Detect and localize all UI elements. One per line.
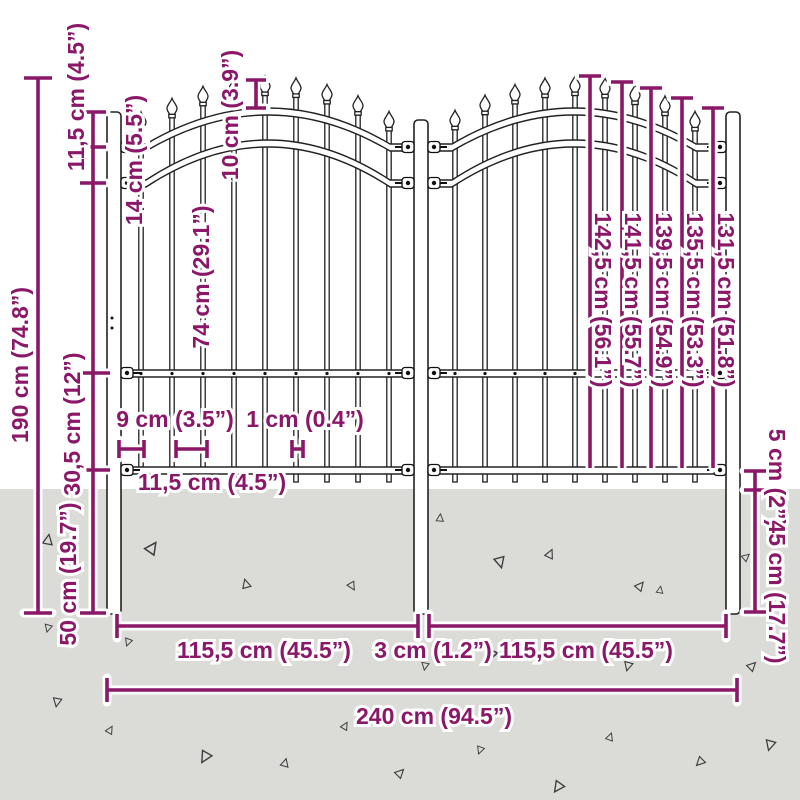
middle-post	[413, 119, 429, 615]
label-post-below-ground-left: 50 cm (19.7”)	[55, 502, 81, 645]
dimension-lines	[24, 74, 766, 702]
label-total-height: 190 cm (74.8”)	[7, 287, 33, 443]
label-post-below-ground-right: 45 cm (17.7”)	[764, 520, 790, 663]
label-rail-inset: 11,5 cm (4.5”)	[138, 469, 286, 495]
label-middle-to-bottom-rail: 30,5 cm (12”)	[59, 352, 85, 495]
dim-line-right-stack	[744, 469, 766, 614]
label-spike-above-rail: 10 cm (3.9”)	[217, 50, 243, 180]
dim-line-total-width	[105, 678, 739, 702]
label-bottom-rail-above-ground: 5 cm (2”)	[764, 429, 790, 527]
dim-line-left-stack	[80, 110, 110, 615]
label-bar-thickness: 1 cm (0.4”)	[246, 406, 364, 432]
label-bar-height-3: 139,5 cm (54.9”)	[651, 212, 677, 387]
dim-line-bar-heights	[579, 74, 724, 468]
label-bar-height-1: 142,5 cm (56.1”)	[590, 212, 616, 387]
label-upper-rail-gap: 14 cm (5.5”)	[121, 95, 147, 225]
dim-line-spike	[246, 78, 266, 110]
dimension-labels: 190 cm (74.8”) 11,5 cm (4.5”) 14 cm (5.5…	[4, 20, 793, 732]
label-middle-post-width: 3 cm (1.2”)	[374, 637, 492, 663]
label-bar-height-5: 131,5 cm (51.8”)	[713, 212, 739, 387]
label-upper-to-middle-rail: 74 cm (29.1”)	[188, 205, 214, 348]
label-bar-spacing: 9 cm (3.5”)	[116, 406, 234, 432]
right-post	[725, 111, 741, 615]
dim-line-bar-thickness	[290, 440, 305, 458]
rail-screws	[139, 371, 697, 376]
label-left-panel-width: 115,5 cm (45.5”)	[177, 637, 351, 663]
label-bar-height-4: 135,5 cm (53.3”)	[682, 212, 708, 387]
dim-line-total-height	[24, 76, 52, 615]
ground	[0, 489, 800, 800]
label-total-width: 240 cm (94.5”)	[356, 703, 512, 729]
dim-line-panel-widths	[115, 614, 728, 638]
dim-line-bar-spacing	[117, 440, 209, 458]
fence-bars	[135, 74, 701, 483]
left-post	[106, 111, 122, 615]
label-post-top-to-upper-rail: 11,5 cm (4.5”)	[63, 23, 89, 171]
label-right-panel-width: 115,5 cm (45.5”)	[499, 637, 673, 663]
label-bar-height-2: 141,5 cm (55.7”)	[620, 212, 646, 387]
